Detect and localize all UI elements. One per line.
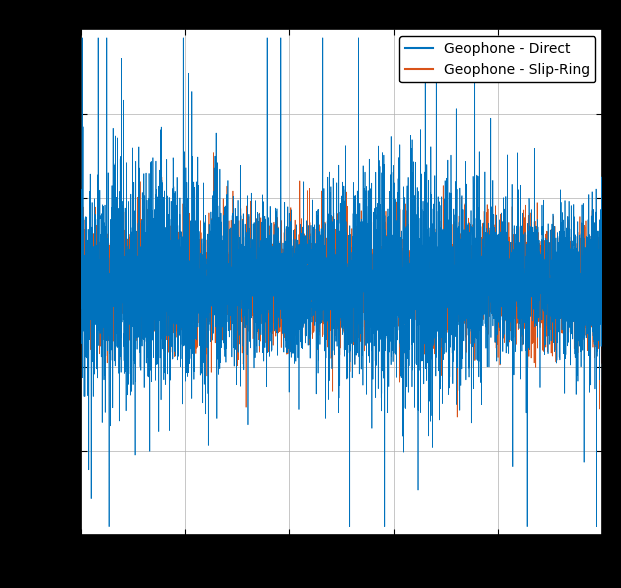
Geophone - Direct [466, 239, 474, 246]
Geophone - Slip-Ring [172, 299, 179, 306]
Geophone - Direct [390, 249, 397, 256]
Geophone - Direct [78, 34, 86, 41]
Geophone - Slip-Ring [506, 283, 514, 290]
Geophone - Slip-Ring [466, 276, 474, 283]
Line: Geophone - Slip-Ring: Geophone - Slip-Ring [81, 153, 602, 417]
Legend: Geophone - Direct, Geophone - Slip-Ring: Geophone - Direct, Geophone - Slip-Ring [399, 36, 596, 82]
Geophone - Direct [599, 381, 606, 388]
Geophone - Direct [417, 273, 424, 280]
Geophone - Direct [276, 243, 284, 250]
Geophone - Direct [506, 255, 514, 262]
Geophone - Direct [77, 288, 84, 295]
Geophone - Slip-Ring [210, 149, 217, 156]
Geophone - Slip-Ring [599, 274, 606, 281]
Geophone - Slip-Ring [390, 297, 397, 304]
Geophone - Slip-Ring [77, 293, 84, 300]
Geophone - Slip-Ring [276, 281, 284, 288]
Geophone - Direct [172, 189, 179, 196]
Line: Geophone - Direct: Geophone - Direct [81, 38, 602, 527]
Geophone - Direct [106, 523, 113, 530]
Geophone - Slip-Ring [416, 283, 424, 290]
Geophone - Slip-Ring [453, 413, 461, 420]
